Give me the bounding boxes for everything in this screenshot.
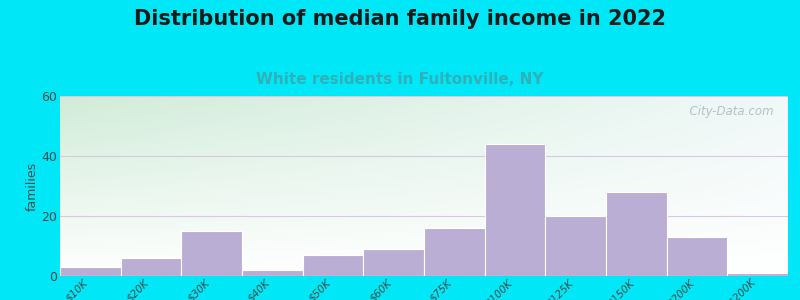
Bar bbox=[606, 192, 666, 276]
Bar bbox=[424, 228, 485, 276]
Text: City-Data.com: City-Data.com bbox=[682, 105, 774, 118]
Bar bbox=[546, 216, 606, 276]
Bar bbox=[363, 249, 424, 276]
Text: Distribution of median family income in 2022: Distribution of median family income in … bbox=[134, 9, 666, 29]
Bar bbox=[121, 258, 182, 276]
Bar bbox=[485, 144, 546, 276]
Bar bbox=[727, 273, 788, 276]
Bar bbox=[242, 270, 302, 276]
Bar bbox=[60, 267, 121, 276]
Y-axis label: families: families bbox=[26, 161, 38, 211]
Bar bbox=[666, 237, 727, 276]
Bar bbox=[302, 255, 363, 276]
Bar bbox=[182, 231, 242, 276]
Text: White residents in Fultonville, NY: White residents in Fultonville, NY bbox=[256, 72, 544, 87]
